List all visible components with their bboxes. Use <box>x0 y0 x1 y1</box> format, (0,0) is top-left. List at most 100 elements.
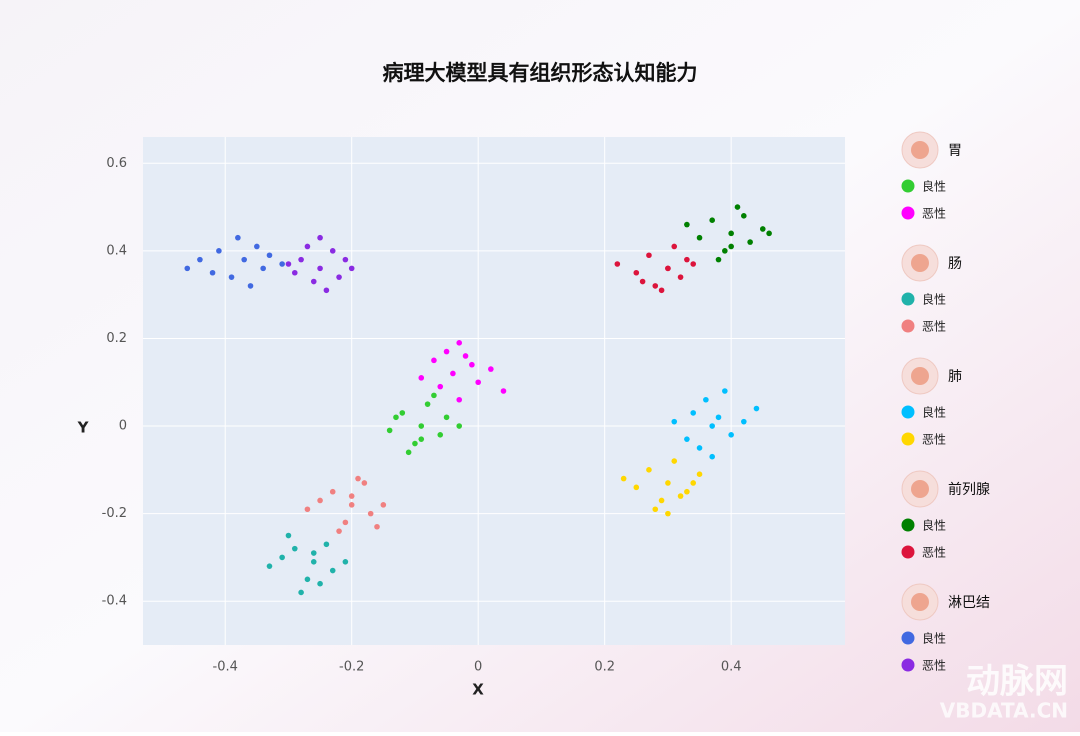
point <box>291 545 298 552</box>
legend-icon-inner <box>911 254 929 272</box>
point <box>475 379 481 386</box>
x-tick-label: -0.2 <box>339 660 364 675</box>
legend-label: 良性 <box>922 405 946 420</box>
point <box>348 493 355 499</box>
legend-icon-inner <box>911 367 929 385</box>
point <box>456 423 463 429</box>
y-tick-label: -0.4 <box>102 594 127 609</box>
point <box>355 475 361 482</box>
point <box>241 256 247 263</box>
point <box>500 388 507 394</box>
point <box>462 353 469 359</box>
point <box>728 431 734 438</box>
point <box>304 243 311 250</box>
legend-label: 良性 <box>922 631 946 646</box>
legend-group-title: 肠 <box>948 256 962 272</box>
point <box>766 230 772 237</box>
x-tick-label: 0.4 <box>721 660 742 675</box>
point <box>184 265 191 272</box>
watermark-site: VBDATA.CN <box>940 699 1068 723</box>
x-tick-label: 0.2 <box>594 660 615 675</box>
legend-swatch <box>901 631 915 645</box>
legend-label: 恶性 <box>922 546 946 560</box>
point <box>696 445 703 451</box>
point <box>418 423 425 429</box>
point <box>342 256 349 263</box>
point <box>690 261 697 267</box>
legend-group-title: 肺 <box>948 369 962 385</box>
legend-swatch <box>901 179 915 193</box>
legend-label: 恶性 <box>922 433 946 447</box>
legend-group-title: 胃 <box>948 143 962 159</box>
point <box>759 226 766 232</box>
y-tick-label: 0.6 <box>106 156 127 171</box>
point <box>437 431 444 438</box>
point <box>298 589 304 596</box>
point <box>197 256 203 263</box>
point <box>298 256 304 263</box>
point <box>317 265 323 272</box>
point <box>247 283 254 289</box>
point <box>684 221 690 228</box>
point <box>677 274 684 280</box>
point <box>310 550 317 556</box>
point <box>437 383 444 390</box>
point <box>304 576 311 583</box>
point <box>348 265 355 272</box>
point <box>715 414 722 421</box>
point <box>614 261 621 267</box>
point <box>235 234 241 241</box>
legend-label: 恶性 <box>922 207 946 221</box>
point <box>367 510 374 517</box>
point <box>734 204 741 210</box>
legend-icon-inner <box>911 480 929 498</box>
point <box>386 427 393 434</box>
watermark-brand: 动脉网 <box>966 662 1068 702</box>
point <box>399 410 406 416</box>
point <box>671 418 678 425</box>
point <box>323 541 330 548</box>
x-tick-label: -0.4 <box>213 660 238 675</box>
legend-swatch <box>901 405 915 419</box>
point <box>652 283 659 289</box>
point <box>646 252 652 259</box>
legend-group-title: 前列腺 <box>948 481 990 498</box>
point <box>658 497 665 504</box>
legend-icon-inner <box>911 141 929 159</box>
y-axis-label: Y <box>77 419 90 437</box>
legend-label: 良性 <box>922 292 946 307</box>
point <box>266 563 273 569</box>
point <box>665 510 671 517</box>
legend-swatch <box>901 658 915 672</box>
legend-label: 良性 <box>922 518 946 533</box>
point <box>728 243 734 250</box>
point <box>418 436 425 442</box>
point <box>279 261 285 267</box>
point <box>677 493 684 499</box>
point <box>228 274 235 280</box>
point <box>652 506 659 513</box>
y-tick-label: 0.4 <box>106 243 127 258</box>
point <box>361 480 368 486</box>
point <box>342 558 349 565</box>
legend-group-title: 淋巴结 <box>948 595 990 611</box>
point <box>209 269 216 276</box>
x-tick-label: 0 <box>474 660 482 675</box>
point <box>753 405 760 412</box>
point <box>310 278 317 285</box>
point <box>456 396 463 403</box>
point <box>304 506 311 513</box>
point <box>329 567 336 574</box>
points <box>184 204 772 596</box>
point <box>336 274 342 280</box>
point <box>291 269 298 276</box>
point <box>671 458 678 464</box>
point <box>412 440 418 447</box>
grid <box>143 137 845 645</box>
point <box>741 213 747 219</box>
x-axis-label: X <box>472 681 484 699</box>
point <box>456 340 463 346</box>
point <box>639 278 646 285</box>
